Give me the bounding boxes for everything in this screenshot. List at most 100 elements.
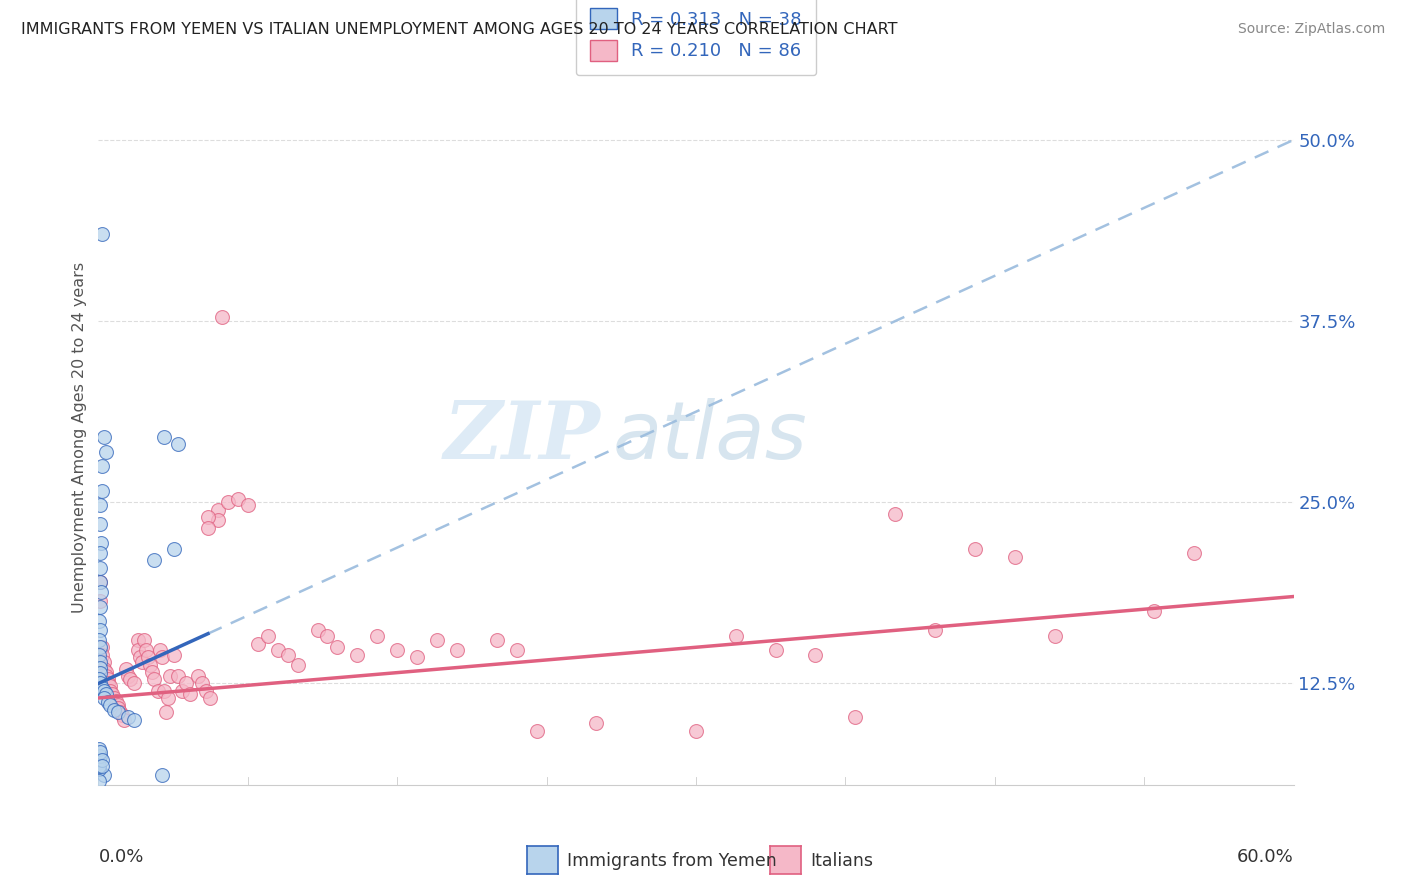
Text: ZIP: ZIP <box>443 399 600 475</box>
Point <box>107 698 129 713</box>
Point <box>103 690 125 705</box>
Point <box>127 633 149 648</box>
Point <box>148 683 170 698</box>
Point <box>135 643 157 657</box>
Point <box>226 492 249 507</box>
Point <box>191 676 214 690</box>
Point <box>127 643 149 657</box>
Point <box>174 676 197 690</box>
Point <box>103 703 125 717</box>
Point <box>91 648 114 662</box>
Point <box>277 648 299 662</box>
Point <box>117 669 139 683</box>
Point <box>207 502 229 516</box>
Point <box>98 698 122 713</box>
Point <box>124 676 146 690</box>
Point <box>91 227 114 241</box>
Point <box>163 648 186 662</box>
Point <box>526 724 548 739</box>
Point <box>93 768 115 782</box>
Point <box>96 665 118 679</box>
Point <box>406 650 429 665</box>
Point <box>485 633 508 648</box>
Point <box>346 648 368 662</box>
Point <box>96 669 118 683</box>
Point <box>149 643 172 657</box>
Point <box>139 657 162 672</box>
Point <box>91 640 114 655</box>
Point <box>1004 550 1026 565</box>
Point <box>163 541 186 556</box>
Point <box>91 681 114 695</box>
Y-axis label: Unemployment Among Ages 20 to 24 years: Unemployment Among Ages 20 to 24 years <box>72 261 87 613</box>
Text: IMMIGRANTS FROM YEMEN VS ITALIAN UNEMPLOYMENT AMONG AGES 20 TO 24 YEARS CORRELAT: IMMIGRANTS FROM YEMEN VS ITALIAN UNEMPLO… <box>21 22 897 37</box>
Point <box>91 759 114 773</box>
Point <box>98 680 122 694</box>
Text: 0.0%: 0.0% <box>98 847 143 865</box>
Point <box>89 640 111 655</box>
Point <box>96 687 118 701</box>
Point <box>141 665 163 679</box>
Point <box>89 741 111 756</box>
Point <box>89 648 111 662</box>
Point <box>167 669 190 683</box>
Point <box>89 517 111 532</box>
Point <box>217 495 239 509</box>
Point <box>506 643 529 657</box>
Point <box>197 509 219 524</box>
Point <box>143 553 166 567</box>
Point <box>153 683 176 698</box>
Point <box>924 623 946 637</box>
Point <box>89 614 111 628</box>
Point <box>89 749 111 764</box>
Point <box>93 662 115 676</box>
Point <box>685 724 707 739</box>
Point <box>326 640 349 655</box>
Point <box>1182 546 1205 560</box>
Point <box>167 437 190 451</box>
Text: Source: ZipAtlas.com: Source: ZipAtlas.com <box>1237 22 1385 37</box>
Point <box>195 683 218 698</box>
Point <box>134 633 156 648</box>
Point <box>89 655 111 669</box>
Point <box>159 669 181 683</box>
Point <box>150 768 173 782</box>
Point <box>207 513 229 527</box>
Point <box>89 672 111 686</box>
Point <box>90 536 112 550</box>
Point <box>89 574 111 589</box>
Point <box>89 666 111 681</box>
Point <box>89 753 111 767</box>
Point <box>117 710 139 724</box>
Point <box>256 629 278 643</box>
Point <box>91 483 114 498</box>
Point <box>267 643 290 657</box>
Point <box>115 662 138 676</box>
Point <box>287 657 309 672</box>
Point <box>131 655 153 669</box>
Point <box>197 521 219 535</box>
Point <box>98 683 122 698</box>
Point <box>89 745 111 759</box>
Point <box>89 762 111 776</box>
Point <box>124 713 146 727</box>
Point <box>89 546 111 560</box>
Point <box>107 701 129 715</box>
Point <box>91 753 114 767</box>
Point <box>316 629 339 643</box>
Legend: R = 0.313   N = 38, R = 0.210   N = 86: R = 0.313 N = 38, R = 0.210 N = 86 <box>575 0 817 75</box>
Point <box>765 643 787 657</box>
Point <box>89 574 111 589</box>
Point <box>246 637 269 651</box>
Point <box>89 676 111 690</box>
Point <box>112 713 135 727</box>
Point <box>89 773 111 788</box>
Point <box>90 585 112 599</box>
Point <box>426 633 449 648</box>
Point <box>150 650 173 665</box>
Point <box>179 687 201 701</box>
Point <box>143 672 166 686</box>
Point <box>155 706 177 720</box>
Point <box>211 310 233 324</box>
Point <box>93 683 115 698</box>
